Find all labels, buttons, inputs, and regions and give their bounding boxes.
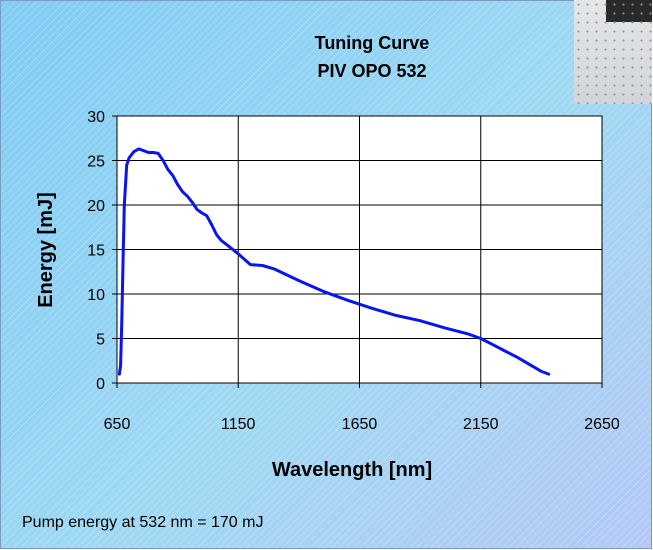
- x-tick-label: 2150: [463, 416, 499, 433]
- gridlines: [112, 115, 603, 388]
- x-tick-labels: 650 1150 1650 2150 2650: [104, 416, 620, 433]
- product-photo: [574, 0, 652, 104]
- y-tick-label: 25: [87, 154, 105, 171]
- y-tick-label: 20: [87, 198, 105, 215]
- chart-title-line-2: PIV OPO 532: [317, 61, 426, 81]
- x-tick-label: 1150: [221, 416, 256, 433]
- x-tick-label: 650: [104, 416, 131, 433]
- chart-title-line-1: Tuning Curve: [315, 33, 430, 53]
- y-tick-labels: 0 5 10 15 20 25 30: [87, 109, 105, 393]
- x-axis-title: Wavelength [nm]: [272, 459, 432, 481]
- x-tick-label: 2650: [584, 416, 620, 433]
- y-tick-label: 30: [87, 109, 105, 126]
- optical-table-holes: [574, 0, 652, 104]
- x-tick-label: 1650: [342, 416, 378, 433]
- y-axis-title: Energy [mJ]: [35, 192, 57, 308]
- y-tick-label: 0: [96, 376, 105, 393]
- y-tick-label: 5: [96, 332, 105, 349]
- series-line: [117, 147, 551, 376]
- y-tick-label: 10: [87, 287, 105, 304]
- y-tick-label: 15: [87, 243, 105, 260]
- pump-energy-note: Pump energy at 532 nm = 170 mJ: [22, 514, 264, 531]
